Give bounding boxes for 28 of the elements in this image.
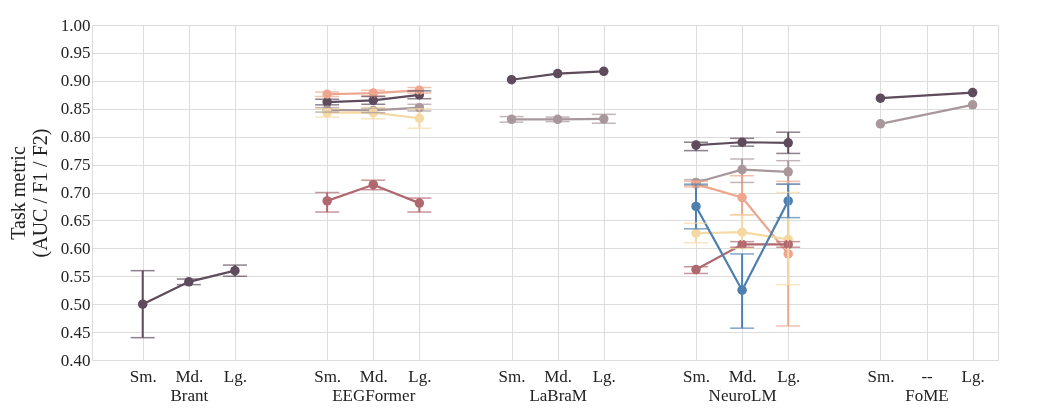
y-tick-label: 0.65 [60, 210, 91, 230]
x-tick-label: Lg. [592, 366, 616, 386]
x-tick-label: Sm. [498, 366, 526, 386]
x-tick-label: -- FoME [905, 366, 949, 405]
x-tick-label: Md. NeuroLM [708, 366, 777, 405]
y-tick-label: 1.00 [60, 15, 91, 35]
y-tick-label: 0.70 [60, 183, 91, 202]
y-tick-label: 0.45 [60, 322, 91, 342]
y-tick-label: 0.90 [60, 71, 91, 91]
y-tick-label: 0.75 [60, 155, 91, 175]
y-tick-label: 0.60 [60, 238, 91, 258]
y-tick-label: 0.80 [60, 127, 91, 147]
x-tick-label: Md. LaBraM [529, 366, 587, 405]
y-tick-label: 0.40 [60, 350, 91, 370]
y-tick-label: 0.50 [60, 294, 91, 314]
x-tick-label: Lg. [408, 366, 432, 386]
y-axis-title: Task metric (AUC / F1 / F2) [6, 128, 52, 258]
x-tick-label: Sm. [314, 366, 342, 386]
y-tick-label: 0.85 [60, 99, 91, 119]
y-tick-label: 0.55 [60, 266, 91, 286]
x-tick-label: Md. Brant [170, 366, 209, 405]
x-tick-label: Sm. [867, 366, 895, 386]
x-tick-label: Lg. [961, 366, 985, 386]
y-tick-label: 0.95 [60, 43, 91, 63]
x-tick-label: Sm. [129, 366, 157, 386]
x-tick-label: Lg. [777, 366, 801, 386]
x-tick-label: Sm. [683, 366, 710, 386]
x-tick-label: Lg. [223, 366, 247, 386]
